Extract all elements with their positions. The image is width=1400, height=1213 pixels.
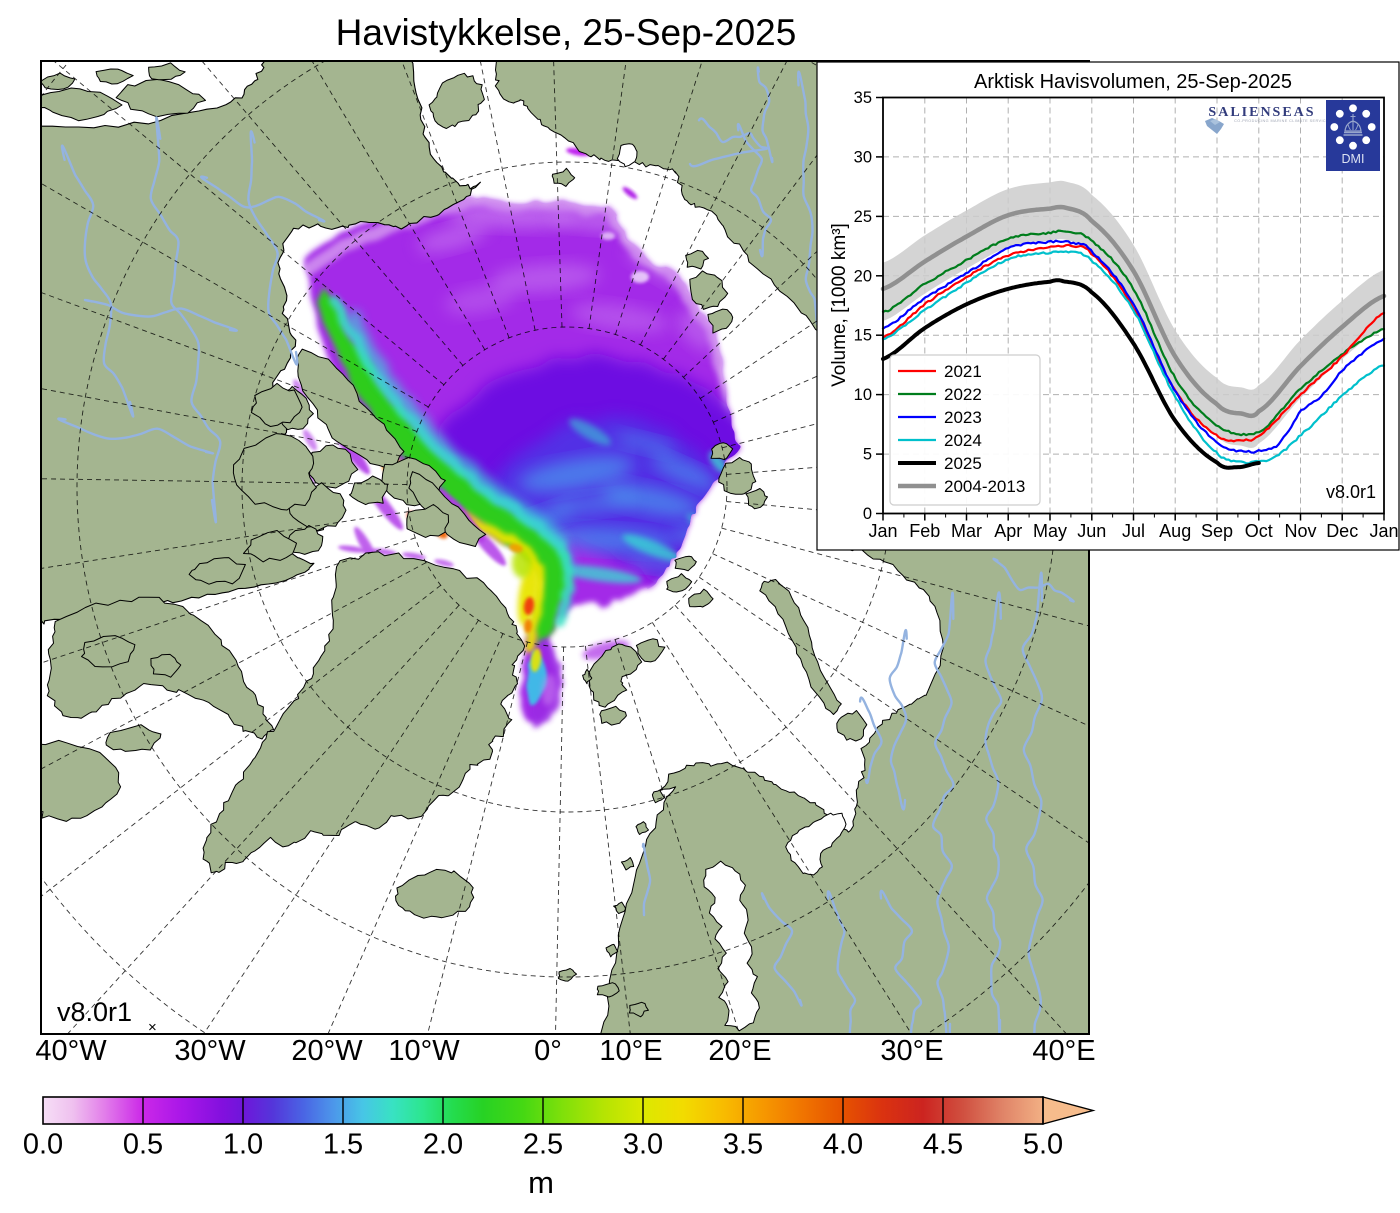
- svg-text:Volume, [1000 km³]: Volume, [1000 km³]: [829, 223, 850, 387]
- svg-text:0.5: 0.5: [123, 1129, 163, 1161]
- svg-text:30°E: 30°E: [880, 1035, 943, 1067]
- svg-text:2024: 2024: [944, 431, 982, 450]
- svg-text:2021: 2021: [944, 362, 982, 381]
- svg-text:SALIENSEAS: SALIENSEAS: [1208, 105, 1315, 120]
- svg-text:20°W: 20°W: [291, 1035, 363, 1067]
- svg-text:Sep: Sep: [1201, 521, 1233, 541]
- svg-text:Arktisk Havisvolumen, 25-Sep-2: Arktisk Havisvolumen, 25-Sep-2025: [974, 71, 1292, 93]
- svg-text:Jan: Jan: [868, 521, 897, 541]
- svg-text:10°E: 10°E: [599, 1035, 662, 1067]
- svg-text:3.5: 3.5: [723, 1129, 763, 1161]
- svg-text:4.0: 4.0: [823, 1129, 863, 1161]
- svg-text:Aug: Aug: [1159, 521, 1191, 541]
- svg-text:DMI: DMI: [1342, 152, 1365, 166]
- svg-text:×: ×: [148, 1019, 157, 1036]
- svg-text:2004-2013: 2004-2013: [944, 477, 1025, 496]
- svg-text:Nov: Nov: [1284, 521, 1316, 541]
- svg-text:20: 20: [854, 267, 872, 285]
- svg-text:2025: 2025: [944, 454, 982, 473]
- svg-text:40°W: 40°W: [35, 1035, 107, 1067]
- svg-text:30: 30: [854, 148, 872, 166]
- svg-text:Mar: Mar: [951, 521, 982, 541]
- svg-text:10: 10: [854, 386, 872, 404]
- svg-text:4.5: 4.5: [923, 1129, 963, 1161]
- svg-text:May: May: [1033, 521, 1067, 541]
- svg-text:30°W: 30°W: [174, 1035, 246, 1067]
- svg-text:v8.0r1: v8.0r1: [1326, 482, 1376, 502]
- svg-text:Jul: Jul: [1122, 521, 1145, 541]
- svg-text:m: m: [528, 1165, 554, 1200]
- svg-text:v8.0r1: v8.0r1: [57, 997, 132, 1027]
- svg-text:2022: 2022: [944, 385, 982, 404]
- svg-text:3.0: 3.0: [623, 1129, 663, 1161]
- svg-text:20°E: 20°E: [708, 1035, 771, 1067]
- svg-text:2.5: 2.5: [523, 1129, 563, 1161]
- svg-text:Havistykkelse, 25-Sep-2025: Havistykkelse, 25-Sep-2025: [336, 12, 797, 53]
- svg-text:2.0: 2.0: [423, 1129, 463, 1161]
- svg-text:40°E: 40°E: [1032, 1035, 1095, 1067]
- svg-text:0°: 0°: [534, 1035, 562, 1067]
- svg-text:5.0: 5.0: [1023, 1129, 1063, 1161]
- svg-text:15: 15: [854, 327, 872, 345]
- svg-text:Oct: Oct: [1245, 521, 1273, 541]
- svg-text:35: 35: [854, 89, 872, 107]
- svg-text:25: 25: [854, 208, 872, 226]
- svg-text:Feb: Feb: [909, 521, 940, 541]
- svg-text:5: 5: [863, 446, 872, 464]
- svg-text:Dec: Dec: [1326, 521, 1358, 541]
- svg-text:1.5: 1.5: [323, 1129, 363, 1161]
- svg-text:Apr: Apr: [994, 521, 1022, 541]
- svg-text:Jun: Jun: [1077, 521, 1106, 541]
- svg-text:CO-PRODUCING MARINE CLIMATE SE: CO-PRODUCING MARINE CLIMATE SERVICES: [1234, 119, 1332, 123]
- svg-text:1.0: 1.0: [223, 1129, 263, 1161]
- svg-text:0.0: 0.0: [23, 1129, 63, 1161]
- svg-text:2023: 2023: [944, 408, 982, 427]
- svg-text:Jan: Jan: [1369, 521, 1398, 541]
- svg-text:10°W: 10°W: [388, 1035, 460, 1067]
- svg-text:0: 0: [863, 505, 872, 523]
